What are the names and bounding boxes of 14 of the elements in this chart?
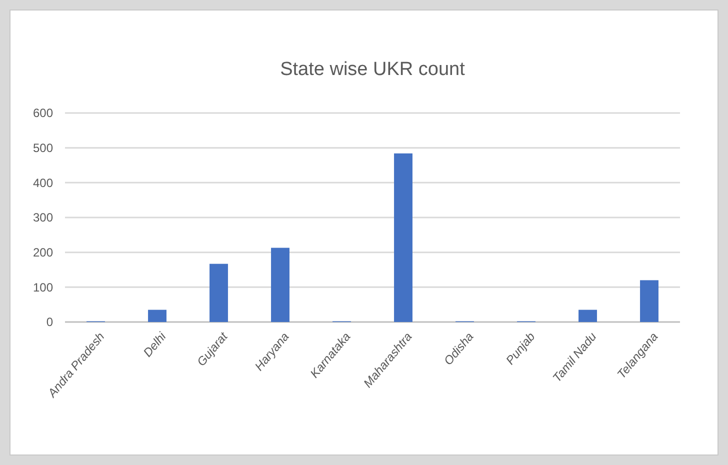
chart-title: State wise UKR count [280, 59, 466, 80]
bar [271, 248, 290, 322]
y-tick-label: 300 [32, 210, 54, 225]
y-tick-label: 0 [46, 315, 54, 330]
y-tick-label: 400 [32, 176, 54, 190]
y-tick-label: 100 [32, 280, 54, 294]
bar [640, 280, 658, 322]
bar [210, 264, 228, 322]
bar [148, 310, 166, 322]
bar [578, 310, 597, 322]
y-tick-label: 200 [32, 246, 54, 260]
y-tick-label: 600 [32, 106, 54, 120]
bar [394, 153, 412, 322]
y-tick-label: 500 [32, 141, 54, 156]
